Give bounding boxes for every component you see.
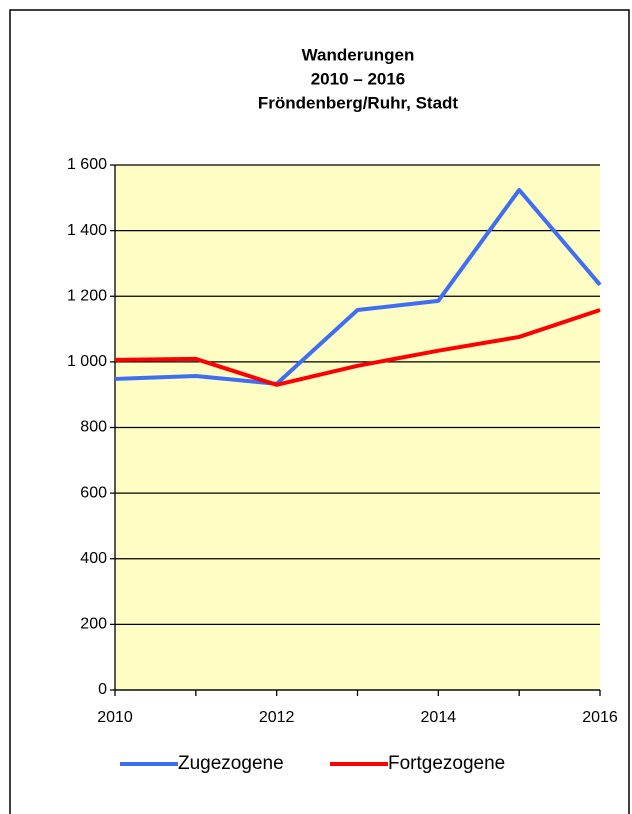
y-tick-label: 600 [80,484,107,501]
y-tick-label: 1 200 [67,287,107,304]
y-tick-label: 0 [98,681,107,698]
series-line [114,187,602,386]
y-tick-label: 1 000 [67,353,107,370]
y-tick-label: 1 600 [67,156,107,173]
y-tick-label: 200 [80,616,107,633]
y-tick-label: 800 [80,419,107,436]
chart-title: Wanderungen [302,45,415,64]
x-tick-label: 2014 [421,709,457,726]
chart-title: Fröndenberg/Ruhr, Stadt [258,93,459,112]
legend-label: Zugezogene [178,753,284,774]
series-line [114,308,601,387]
legend-label: Fortgezogene [388,753,505,774]
x-tick-label: 2016 [582,709,618,726]
x-tick-label: 2012 [259,709,295,726]
x-tick-label: 2010 [97,709,133,726]
y-tick-label: 1 400 [67,222,107,239]
y-tick-label: 400 [80,550,107,567]
chart-title: 2010 – 2016 [311,69,406,88]
